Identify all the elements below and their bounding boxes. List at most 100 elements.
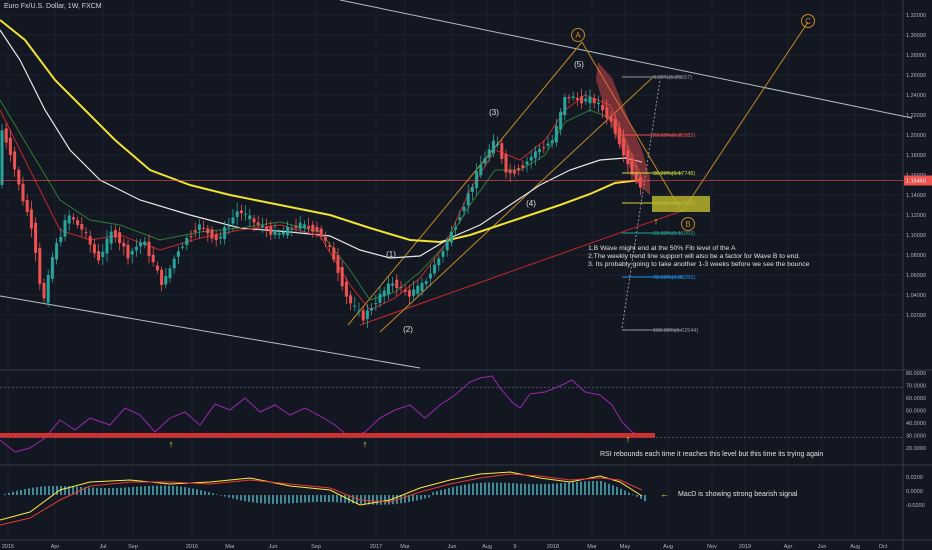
macd-histogram-bar xyxy=(112,487,114,495)
macd-histogram-bar xyxy=(568,482,570,495)
macd-histogram-bar xyxy=(440,490,442,495)
candle-body xyxy=(370,307,374,311)
macd-histogram-bar xyxy=(576,481,578,495)
macd-histogram-bar xyxy=(452,487,454,495)
macd-histogram-bar xyxy=(108,488,110,495)
rsi-tick-label: 50.0000 xyxy=(906,409,926,415)
lower-trendline xyxy=(0,295,421,369)
time-tick-label: Aug xyxy=(482,544,492,550)
candle-body xyxy=(592,98,596,104)
macd-histogram-bar xyxy=(412,495,414,502)
candle-body xyxy=(168,268,172,279)
candle-body xyxy=(596,102,600,105)
ma-yellow xyxy=(0,19,641,244)
macd-note: MacD is showing strong bearish signal xyxy=(678,491,798,498)
candle-body xyxy=(76,220,80,226)
time-tick-label: Mar xyxy=(587,544,597,550)
macd-histogram-bar xyxy=(316,495,318,503)
candle-body xyxy=(172,258,176,269)
time-tick-label: Jun xyxy=(269,544,278,550)
macd-histogram-bar xyxy=(456,486,458,495)
candle-body xyxy=(84,232,88,234)
macd-histogram-bar xyxy=(36,487,38,495)
candle-body xyxy=(13,151,17,170)
symbol-title[interactable]: Euro Fx/U.S. Dollar, 1W, FXCM xyxy=(4,3,102,10)
macd-histogram-bar xyxy=(152,485,154,495)
macd-histogram-bar xyxy=(148,485,150,495)
macd-histogram-bar xyxy=(520,483,522,495)
fib-level-label: 38.20%(1.17748) xyxy=(653,171,695,177)
candle-body xyxy=(244,213,248,215)
candle-body xyxy=(386,283,390,295)
macd-signal-line xyxy=(0,473,643,526)
macd-histogram-bar xyxy=(88,487,90,495)
macd-histogram-bar xyxy=(248,495,250,502)
candle-body xyxy=(622,137,626,156)
candles xyxy=(0,62,903,328)
candle-body xyxy=(218,236,222,239)
macd-histogram-bar xyxy=(352,495,354,504)
candle-body xyxy=(67,215,71,224)
analysis-note: 1.B Wave might end at the 50% Fib level … xyxy=(588,245,736,252)
macd-histogram-bar xyxy=(424,495,426,499)
candle-body xyxy=(353,305,357,307)
macd-histogram-bar xyxy=(448,488,450,495)
candle-body xyxy=(458,217,462,221)
macd-histogram-bar xyxy=(636,495,638,497)
macd-histogram-bar xyxy=(220,495,222,496)
candle-body xyxy=(441,251,445,257)
macd-histogram-bar xyxy=(380,495,382,505)
candle-body xyxy=(395,279,399,289)
candle-body xyxy=(315,226,319,232)
candle-body xyxy=(613,119,617,134)
candle-body xyxy=(319,228,323,237)
macd-histogram-bar xyxy=(40,486,42,495)
candle-body xyxy=(601,104,605,111)
price-tick-label: 1.18000 xyxy=(906,153,926,159)
fib-level-label: 23.60%(1.20882) xyxy=(653,133,695,139)
macd-histogram-bar xyxy=(488,482,490,495)
wave-label-1: (1) xyxy=(386,250,396,259)
time-tick-label: 2017 xyxy=(370,544,382,550)
abc-leg xyxy=(581,41,683,213)
candle-body xyxy=(248,215,252,220)
candle-body xyxy=(554,125,558,143)
candle-body xyxy=(496,143,500,146)
macd-tick-label: 0.0200 xyxy=(906,475,923,481)
macd-histogram-bar xyxy=(428,495,430,498)
candle-body xyxy=(508,169,512,174)
ma-green xyxy=(0,99,641,301)
rsi-tick-label: 30.0000 xyxy=(906,434,926,440)
rsi-tick-label: 80.0000 xyxy=(906,371,926,377)
time-tick-label: 2018 xyxy=(547,544,559,550)
rsi-arrow-icon: ↑ xyxy=(363,439,368,449)
candle-body xyxy=(382,290,386,297)
macd-histogram-bar xyxy=(204,491,206,495)
macd-histogram-bar xyxy=(604,482,606,495)
ma-white xyxy=(0,29,643,259)
macd-histogram-bar xyxy=(168,485,170,495)
candle-body xyxy=(538,149,542,153)
candle-body xyxy=(155,265,159,271)
macd-histogram-bar xyxy=(48,486,50,495)
macd-histogram-bar xyxy=(196,489,198,495)
time-tick-label: 9 xyxy=(513,544,516,550)
candle-body xyxy=(504,154,508,173)
macd-histogram-bar xyxy=(272,495,274,504)
candle-body xyxy=(265,226,269,230)
candle-body xyxy=(189,236,193,238)
macd-histogram-bar xyxy=(28,488,30,495)
candle-body xyxy=(550,140,554,144)
rsi-tick-label: 60.0000 xyxy=(906,396,926,402)
candle-body xyxy=(101,251,105,257)
macd-histogram-bar xyxy=(224,495,226,497)
macd-histogram-bar xyxy=(540,484,542,495)
fib-level-label: 61.80%(1.11093) xyxy=(653,231,695,237)
macd-histogram-bar xyxy=(464,484,466,495)
wave-label-B: B xyxy=(685,220,690,229)
macd-line xyxy=(0,471,643,521)
macd-histogram-bar xyxy=(472,483,474,495)
candle-body xyxy=(311,224,315,232)
rsi-support-band xyxy=(0,433,655,438)
